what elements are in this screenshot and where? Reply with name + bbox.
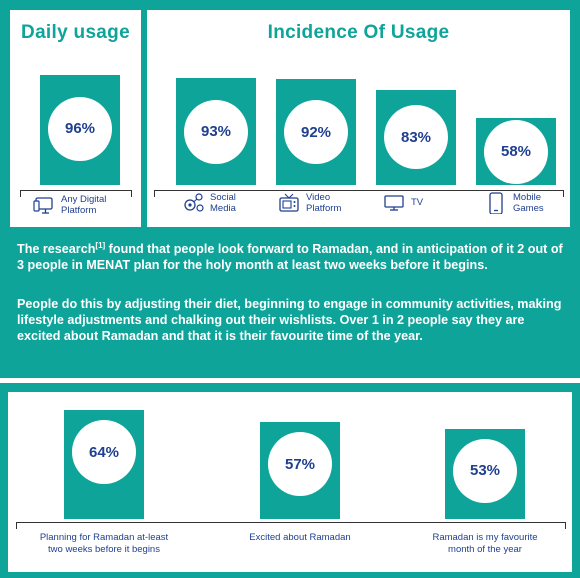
footnote-marker: [1]: [95, 241, 106, 250]
data-label: 58%: [484, 119, 548, 184]
axis-tick: [154, 190, 155, 197]
tv-icon: [384, 195, 404, 211]
axis-tick: [131, 190, 132, 197]
category-label: Mobile Games: [513, 192, 544, 214]
category-tv: TV: [383, 192, 423, 214]
computer-icon: [33, 197, 53, 214]
category-any-digital-platform: Any Digital Platform: [33, 194, 106, 216]
daily-usage-title: Daily usage: [21, 22, 130, 43]
data-label: 57%: [268, 432, 332, 497]
research-paragraph: The research[1] found that people look f…: [17, 238, 565, 273]
data-label: 64%: [72, 420, 136, 485]
category-label: Excited about Ramadan: [249, 532, 351, 543]
category-label: Ramadan is my favourite month of the yea…: [432, 532, 538, 555]
category-label: Video Platform: [306, 192, 342, 214]
category-label: Planning for Ramadan at-least two weeks …: [39, 532, 169, 555]
research-text-rest: found that people look forward to Ramada…: [17, 242, 563, 273]
mobile-icon: [489, 192, 503, 214]
axis-tick: [565, 522, 566, 529]
behaviour-paragraph: People do this by adjusting their diet, …: [17, 297, 562, 343]
daily-usage-axis: [20, 190, 132, 191]
category-label: Social Media: [210, 192, 236, 214]
axis-tick: [16, 522, 17, 529]
data-label: 92%: [284, 100, 348, 165]
category-label: Any Digital Platform: [61, 194, 107, 216]
category-video-platform: Video Platform: [278, 192, 341, 214]
category-mobile-games: Mobile Games: [485, 192, 544, 214]
category-label: TV: [411, 197, 424, 208]
social-media-icon: [184, 193, 204, 212]
research-text-start: The research: [17, 242, 96, 257]
data-label: 53%: [453, 438, 517, 503]
category-social-media: Social Media: [182, 192, 236, 214]
axis-tick: [563, 190, 564, 197]
daily-usage-panel: Daily usage Any Digital Platform 96%: [10, 10, 141, 227]
data-label: 93%: [184, 99, 248, 164]
axis-tick: [20, 190, 21, 197]
incidence-title: Incidence Of Usage: [267, 22, 450, 43]
bottom-axis: [16, 522, 566, 523]
bottom-panel: 64% Planning for Ramadan at-least two wee…: [8, 392, 572, 572]
incidence-panel: Incidence Of Usage Social Media Video Pl…: [147, 10, 570, 227]
incidence-axis: [154, 190, 564, 191]
video-platform-icon: [279, 193, 299, 212]
data-label: 83%: [384, 105, 448, 170]
data-label: 96%: [48, 96, 112, 161]
